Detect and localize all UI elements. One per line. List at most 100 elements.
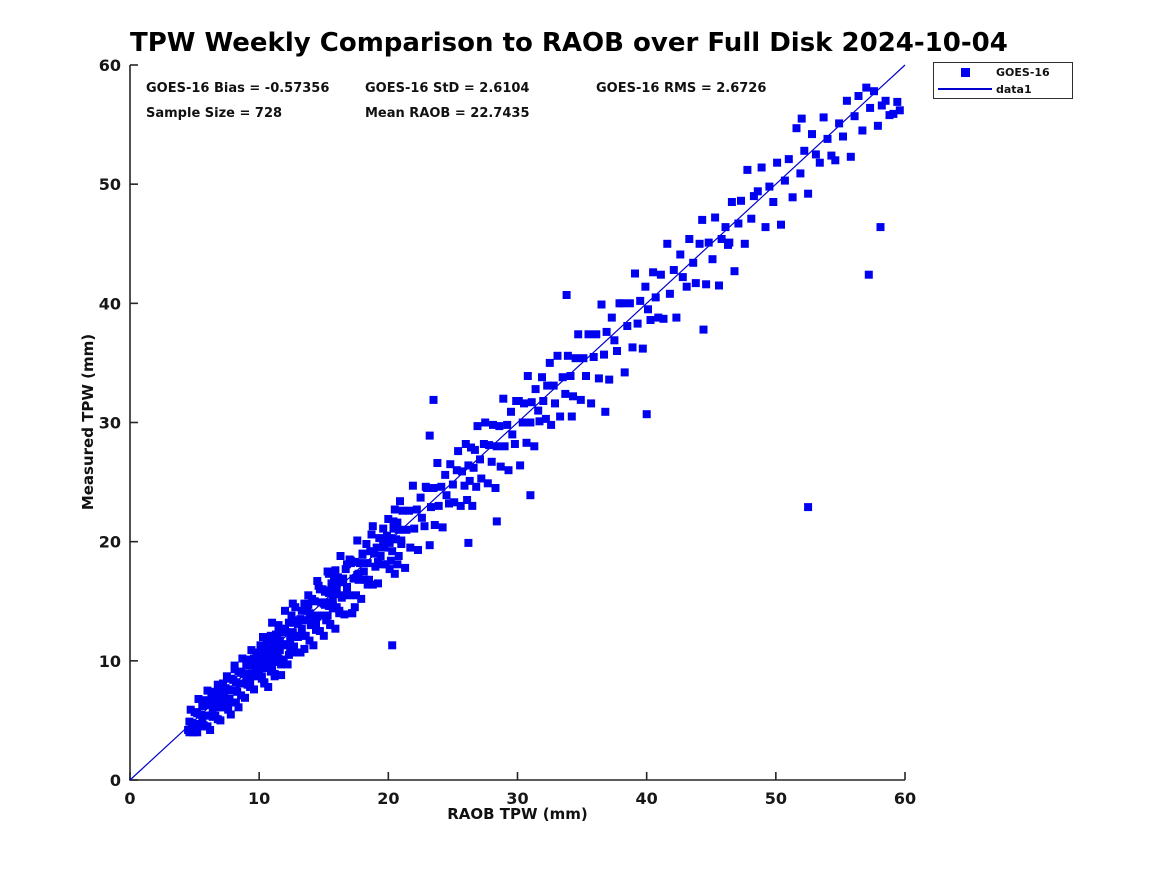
scatter-point <box>469 463 478 472</box>
scatter-point <box>398 506 407 515</box>
scatter-point <box>337 593 346 602</box>
scatter-point <box>261 656 270 665</box>
scatter-point <box>631 269 639 278</box>
scatter-point <box>862 83 871 92</box>
scatter-point <box>390 569 399 578</box>
scatter-point <box>331 566 340 575</box>
chart-title: TPW Weekly Comparison to RAOB over Full … <box>130 28 1008 58</box>
scatter-point <box>344 591 353 600</box>
y-tick-label: 10 <box>99 652 121 671</box>
scatter-point <box>429 395 438 404</box>
scatter-point <box>272 630 280 639</box>
scatter-point <box>384 515 393 523</box>
scatter-point <box>327 579 336 588</box>
scatter-point <box>306 621 315 630</box>
scatter-point <box>654 313 663 322</box>
scatter-point <box>354 575 363 584</box>
y-axis-label: Measured TPW (mm) <box>79 333 97 511</box>
scatter-point <box>194 695 203 703</box>
scatter-point <box>678 273 687 282</box>
scatter-point <box>485 441 494 450</box>
scatter-point <box>437 482 446 491</box>
scatter-point <box>602 327 611 336</box>
scatter-point <box>322 615 331 624</box>
scatter-point <box>458 467 466 476</box>
scatter-point <box>549 381 558 390</box>
scatter-point <box>379 524 388 533</box>
scatter-point <box>704 238 713 247</box>
scatter-point <box>487 457 496 466</box>
scatter-point <box>343 560 351 569</box>
scatter-point <box>797 114 806 123</box>
scatter-point <box>331 624 340 633</box>
x-tick-label: 50 <box>765 789 787 808</box>
scatter-point <box>641 282 650 291</box>
scatter-point <box>284 618 293 627</box>
y-tick-label: 60 <box>99 56 121 75</box>
scatter-point <box>651 293 660 302</box>
scatter-point <box>389 524 398 533</box>
scatter-point <box>620 368 629 377</box>
scatter-point <box>831 156 840 165</box>
scatter-point <box>358 550 367 559</box>
scatter-point <box>804 503 813 512</box>
scatter-point <box>350 557 359 566</box>
scatter-point <box>610 336 619 345</box>
scatter-point <box>587 399 596 408</box>
scatter-point <box>734 219 743 228</box>
scatter-point <box>576 395 585 404</box>
scatter-point <box>279 655 288 664</box>
scatter-point <box>545 358 554 367</box>
scatter-point <box>332 579 341 588</box>
scatter-point <box>547 420 556 429</box>
scatter-point <box>530 442 539 451</box>
scatter-point <box>287 611 296 620</box>
x-tick-label: 10 <box>248 789 270 808</box>
scatter-point <box>835 119 844 128</box>
scatter-point <box>414 546 422 554</box>
scatter-point <box>561 389 570 398</box>
scatter-point <box>203 686 212 695</box>
y-tick-label: 20 <box>99 533 121 552</box>
scatter-point <box>669 266 678 274</box>
scatter-point <box>689 258 698 267</box>
scatter-point <box>518 418 527 427</box>
scatter-point <box>618 299 627 308</box>
scatter-point <box>313 577 322 585</box>
scatter-point <box>698 215 707 224</box>
scatter-point <box>589 353 598 361</box>
scatter-point <box>213 680 222 689</box>
legend-line-icon <box>934 88 996 90</box>
scatter-point <box>464 538 473 547</box>
scatter-point <box>281 606 289 615</box>
scatter-point <box>281 624 289 633</box>
scatter-point <box>753 187 762 196</box>
scatter-point <box>895 106 904 115</box>
scatter-point <box>362 540 371 548</box>
scatter-point <box>633 319 642 328</box>
scatter-point <box>470 445 479 454</box>
scatter-point <box>500 442 509 451</box>
scatter-point <box>353 536 362 545</box>
scatter-point <box>472 482 481 491</box>
scatter-point <box>499 394 508 403</box>
scatter-point <box>450 498 459 507</box>
scatter-point <box>372 543 381 552</box>
y-tick-label: 30 <box>99 414 121 433</box>
scatter-point <box>864 270 873 279</box>
scatter-point <box>600 350 608 359</box>
scatter-point <box>743 165 752 174</box>
legend-entry-goes16: GOES-16 <box>934 64 1072 81</box>
scatter-point <box>477 474 486 483</box>
scatter-point <box>628 343 637 352</box>
scatter-point <box>520 399 528 408</box>
scatter-point <box>357 594 366 603</box>
scatter-point <box>239 669 248 678</box>
scatter-point <box>390 505 399 514</box>
scatter-point <box>777 220 785 229</box>
scatter-point <box>574 330 583 339</box>
scatter-point <box>456 501 465 510</box>
scatter-point <box>300 644 309 653</box>
scatter-point <box>527 398 536 407</box>
